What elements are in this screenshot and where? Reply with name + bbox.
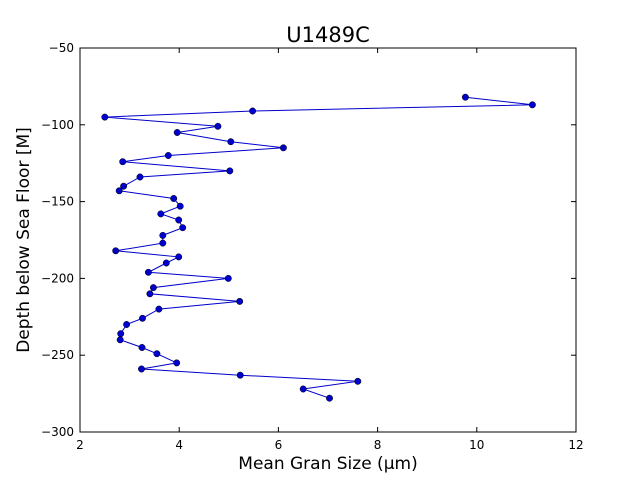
data-point	[236, 297, 244, 305]
x-axis-ticks: 2 4 6 8 10 12	[76, 48, 584, 452]
data-point	[144, 268, 152, 276]
data-point	[326, 394, 333, 402]
data-point	[136, 173, 144, 181]
chart-title: U1489C	[286, 23, 369, 47]
plot-frame	[79, 47, 577, 433]
data-point	[162, 259, 170, 267]
data-point	[299, 385, 307, 393]
data-point	[226, 167, 234, 175]
x-tick-label: 8	[374, 438, 382, 452]
data-point	[173, 129, 181, 136]
x-tick-label: 6	[275, 438, 283, 452]
y-tick-label: −50	[49, 41, 74, 55]
data-point	[175, 216, 183, 224]
data-point	[123, 321, 131, 328]
y-axis-ticks: −50 −100 −150 −200 −250 −300	[41, 41, 576, 439]
data-point	[120, 182, 128, 190]
data-point	[179, 224, 187, 232]
data-point	[116, 336, 124, 344]
data-point	[155, 305, 163, 313]
x-tick-label: 12	[568, 438, 583, 452]
x-tick-label: 2	[76, 438, 84, 452]
data-point	[279, 144, 287, 152]
y-tick-label: −150	[41, 195, 74, 209]
y-tick-label: −250	[41, 348, 74, 362]
data-point	[139, 314, 146, 322]
data-point	[176, 202, 184, 210]
data-point	[249, 107, 257, 115]
data-point	[138, 365, 145, 373]
data-point	[112, 247, 120, 255]
data-point	[138, 344, 146, 351]
x-tick-label: 4	[175, 438, 183, 452]
x-tick-label: 10	[469, 438, 484, 452]
data-point	[227, 138, 235, 146]
data-point	[461, 93, 469, 101]
data-point	[159, 231, 167, 239]
data-point	[119, 158, 127, 166]
data-point	[101, 113, 109, 121]
data-point	[170, 195, 178, 202]
data-point	[159, 239, 167, 247]
data-point	[175, 253, 183, 261]
data-point	[224, 274, 232, 282]
data-point	[528, 101, 536, 109]
data-point	[354, 377, 362, 385]
data-point	[146, 290, 154, 298]
y-tick-label: −200	[41, 271, 74, 285]
data-point	[164, 152, 172, 159]
data-point	[214, 122, 222, 130]
data-point	[117, 330, 125, 338]
data-point	[153, 350, 161, 358]
data-point	[115, 187, 123, 195]
data-point	[173, 359, 181, 367]
data-point	[157, 210, 165, 218]
x-axis-label: Mean Gran Size (µm)	[238, 454, 417, 474]
y-tick-label: −100	[41, 118, 74, 132]
y-axis-label: Depth below Sea Floor [M]	[14, 127, 34, 353]
data-point	[149, 284, 157, 292]
y-tick-label: −300	[41, 425, 74, 439]
series-layer	[101, 93, 536, 402]
data-point	[236, 371, 244, 379]
